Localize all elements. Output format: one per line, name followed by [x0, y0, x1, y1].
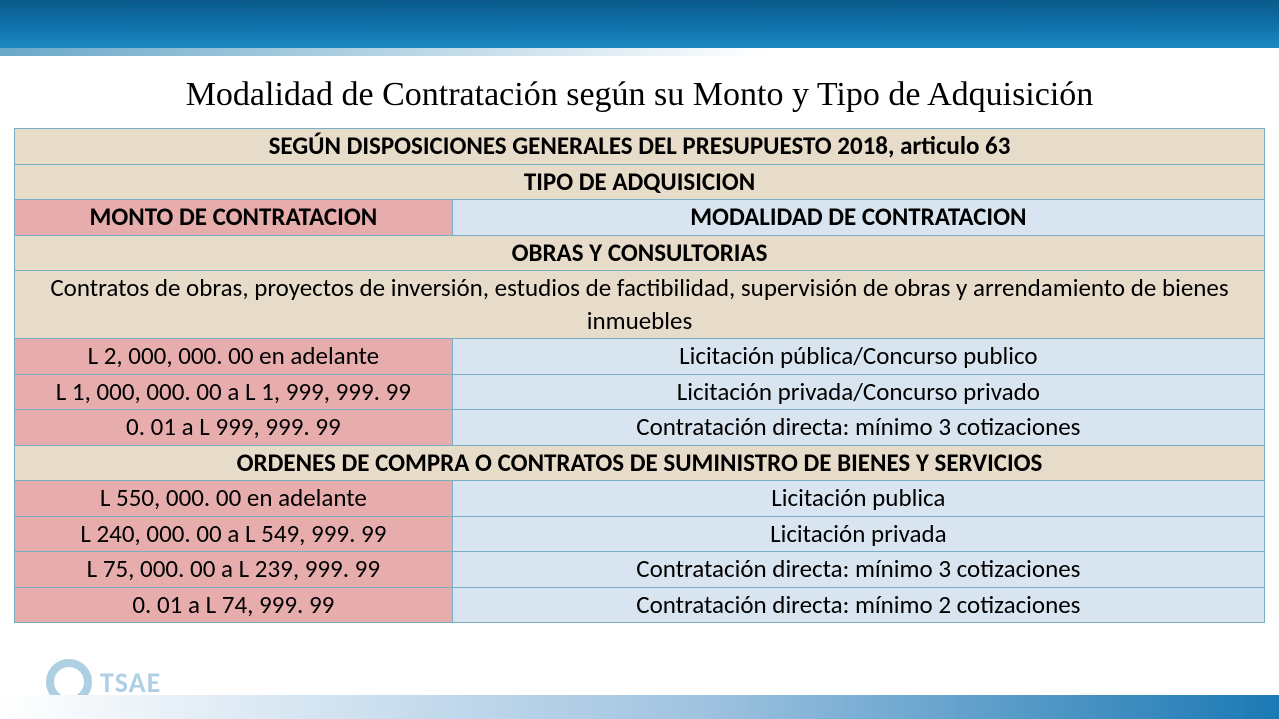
col-header-monto: MONTO DE CONTRATACION	[15, 200, 453, 236]
cell-modalidad: Licitación privada	[452, 516, 1264, 552]
cell-modalidad: Contratación directa: mínimo 3 cotizacio…	[452, 552, 1264, 588]
contracting-table: SEGÚN DISPOSICIONES GENERALES DEL PRESUP…	[14, 128, 1265, 623]
cell-modalidad: Licitación privada/Concurso privado	[452, 374, 1264, 410]
col-header-modalidad: MODALIDAD DE CONTRATACION	[452, 200, 1264, 236]
header-banner	[0, 0, 1279, 48]
slide: Modalidad de Contratación según su Monto…	[0, 0, 1279, 719]
table-row: Contratos de obras, proyectos de inversi…	[15, 271, 1265, 339]
cell-modalidad: Contratación directa: mínimo 2 cotizacio…	[452, 587, 1264, 623]
section1-title: OBRAS Y CONSULTORIAS	[15, 235, 1265, 271]
cell-monto: 0. 01 a L 74, 999. 99	[15, 587, 453, 623]
cell-monto: 0. 01 a L 999, 999. 99	[15, 410, 453, 446]
footer-gradient	[0, 695, 1279, 719]
cell-monto: L 75, 000. 00 a L 239, 999. 99	[15, 552, 453, 588]
table-row: ORDENES DE COMPRA O CONTRATOS DE SUMINIS…	[15, 445, 1265, 481]
table-row: TIPO DE ADQUISICION	[15, 164, 1265, 200]
table-row: L 1, 000, 000. 00 a L 1, 999, 999. 99 Li…	[15, 374, 1265, 410]
table-row: L 75, 000. 00 a L 239, 999. 99 Contratac…	[15, 552, 1265, 588]
table-row: 0. 01 a L 999, 999. 99 Contratación dire…	[15, 410, 1265, 446]
header-dispositions: SEGÚN DISPOSICIONES GENERALES DEL PRESUP…	[15, 129, 1265, 165]
table-row: L 550, 000. 00 en adelante Licitación pu…	[15, 481, 1265, 517]
table-row: L 240, 000. 00 a L 549, 999. 99 Licitaci…	[15, 516, 1265, 552]
table-row: L 2, 000, 000. 00 en adelante Licitación…	[15, 339, 1265, 375]
cell-modalidad: Licitación pública/Concurso publico	[452, 339, 1264, 375]
cell-monto: L 240, 000. 00 a L 549, 999. 99	[15, 516, 453, 552]
table-row: MONTO DE CONTRATACION MODALIDAD DE CONTR…	[15, 200, 1265, 236]
cell-monto: L 550, 000. 00 en adelante	[15, 481, 453, 517]
table-row: OBRAS Y CONSULTORIAS	[15, 235, 1265, 271]
cell-monto: L 2, 000, 000. 00 en adelante	[15, 339, 453, 375]
cell-modalidad: Licitación publica	[452, 481, 1264, 517]
cell-monto: L 1, 000, 000. 00 a L 1, 999, 999. 99	[15, 374, 453, 410]
section2-title: ORDENES DE COMPRA O CONTRATOS DE SUMINIS…	[15, 445, 1265, 481]
header-tipo: TIPO DE ADQUISICION	[15, 164, 1265, 200]
table-row: SEGÚN DISPOSICIONES GENERALES DEL PRESUP…	[15, 129, 1265, 165]
table-row: 0. 01 a L 74, 999. 99 Contratación direc…	[15, 587, 1265, 623]
cell-modalidad: Contratación directa: mínimo 3 cotizacio…	[452, 410, 1264, 446]
slide-title: Modalidad de Contratación según su Monto…	[0, 76, 1279, 114]
section1-desc: Contratos de obras, proyectos de inversi…	[15, 271, 1265, 339]
